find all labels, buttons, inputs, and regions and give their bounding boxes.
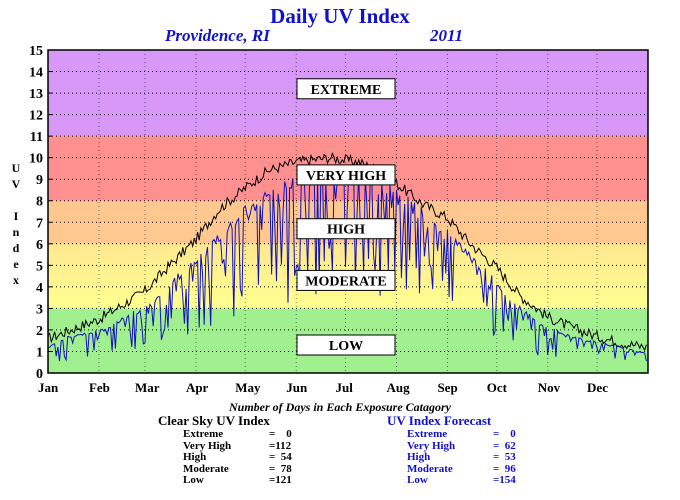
band-label-low: LOW	[329, 339, 363, 354]
forecast-row: Moderate = 96	[407, 462, 533, 476]
forecast-stats: UV Index Forecast Extreme = 0 Very High = 6…	[387, 414, 533, 487]
forecast-row-value: = 53	[493, 451, 516, 463]
y-tick-label: 2	[36, 324, 43, 339]
y-tick-label: 10	[29, 152, 43, 167]
series-line-forecast	[47, 167, 647, 362]
clear-sky-row-label: High	[183, 451, 207, 463]
band-label-box	[296, 269, 396, 291]
y-tick-label: 11	[30, 130, 43, 145]
band-label-moderate: MODERATE	[305, 274, 386, 289]
forecast-row: High = 53	[407, 451, 533, 464]
clear-sky-row-value: =121	[269, 474, 292, 486]
band-label-high: HIGH	[327, 223, 365, 238]
band-label-box	[296, 218, 396, 240]
clear-sky-row-value: = 0	[269, 428, 292, 440]
forecast-row-label: Extreme	[407, 428, 448, 440]
y-tick-label: 7	[36, 216, 43, 231]
month-label: May	[235, 380, 261, 395]
plot-frame	[47, 49, 649, 374]
forecast-row-value: = 0	[493, 428, 516, 440]
month-label: Jul	[336, 380, 354, 395]
band-label-box	[296, 78, 396, 100]
forecast-row-value: =154	[493, 474, 516, 486]
forecast-row-label: Low	[407, 474, 428, 486]
forecast-row-value: = 62	[493, 439, 516, 452]
forecast-row-label: Very High	[407, 439, 456, 452]
clear-sky-stats: Clear Sky UV Index Extreme = 0 Very High =1…	[158, 414, 309, 487]
clear-sky-row-value: = 54	[269, 451, 292, 463]
chart-title: Daily UV Index	[270, 4, 410, 28]
forecast-row: Very High = 62	[407, 439, 533, 453]
month-label: Nov	[538, 380, 561, 395]
year-label: 2011	[430, 26, 464, 45]
clear-sky-row-label: Very High	[183, 439, 232, 452]
month-label: Jan	[38, 380, 59, 395]
month-label: Dec	[587, 380, 608, 395]
clear-sky-row-label: Moderate	[183, 462, 229, 475]
band-label-box	[296, 334, 396, 356]
band-label-box	[296, 164, 396, 186]
month-label: Feb	[89, 380, 110, 395]
clear-sky-row-value: =112	[269, 439, 292, 452]
y-tick-label: 14	[29, 66, 43, 81]
clear-sky-row-label: Low	[183, 474, 204, 486]
clear-sky-heading: Clear Sky UV Index	[158, 413, 270, 428]
forecast-row-label: Moderate	[407, 462, 453, 475]
month-label: Aug	[386, 380, 410, 395]
y-tick-label: 8	[36, 195, 43, 210]
clear-sky-row: Moderate = 78	[183, 462, 309, 476]
forecast-heading: UV Index Forecast	[387, 413, 492, 428]
location-label: Providence, RI	[165, 26, 270, 45]
forecast-row: Extreme = 0	[407, 428, 533, 441]
month-label: Apr	[186, 380, 209, 395]
band-label-very-high: VERY HIGH	[306, 169, 386, 184]
y-tick-label: 9	[36, 173, 43, 188]
clear-sky-row-value: = 78	[269, 462, 292, 475]
y-tick-label: 6	[36, 238, 43, 253]
clear-sky-row: Extreme = 0	[183, 428, 309, 441]
month-label: Sep	[437, 380, 457, 395]
month-label: Mar	[135, 380, 160, 395]
clear-sky-row-label: Extreme	[183, 428, 224, 440]
y-tick-label: 0	[36, 367, 43, 382]
y-tick-label: 4	[36, 281, 43, 296]
forecast-row-value: = 96	[493, 462, 516, 475]
clear-sky-row: Low =121	[183, 474, 309, 487]
band-label-extreme: EXTREME	[311, 83, 382, 98]
footer-title: Number of Days in Each Exposure Catagory	[228, 400, 452, 414]
y-tick-label: 1	[36, 345, 43, 360]
y-tick-label: 13	[29, 87, 43, 102]
month-label: Jun	[286, 380, 308, 395]
forecast-row: Low =154	[407, 474, 533, 487]
band-labels: EXTREME VERY HIGH HIGH MODERATE LOW	[296, 78, 396, 356]
y-tick-label: 15	[29, 44, 43, 59]
forecast-row-label: High	[407, 451, 431, 463]
clear-sky-row: High = 54	[183, 451, 309, 464]
y-tick-label: 12	[29, 109, 43, 124]
y-tick-label: 5	[36, 259, 43, 274]
month-label: Oct	[487, 380, 508, 395]
series-line-clear-sky	[47, 151, 647, 352]
series-lines	[47, 151, 647, 362]
clear-sky-row: Very High =112	[183, 439, 309, 453]
y-tick-label: 3	[36, 302, 43, 317]
